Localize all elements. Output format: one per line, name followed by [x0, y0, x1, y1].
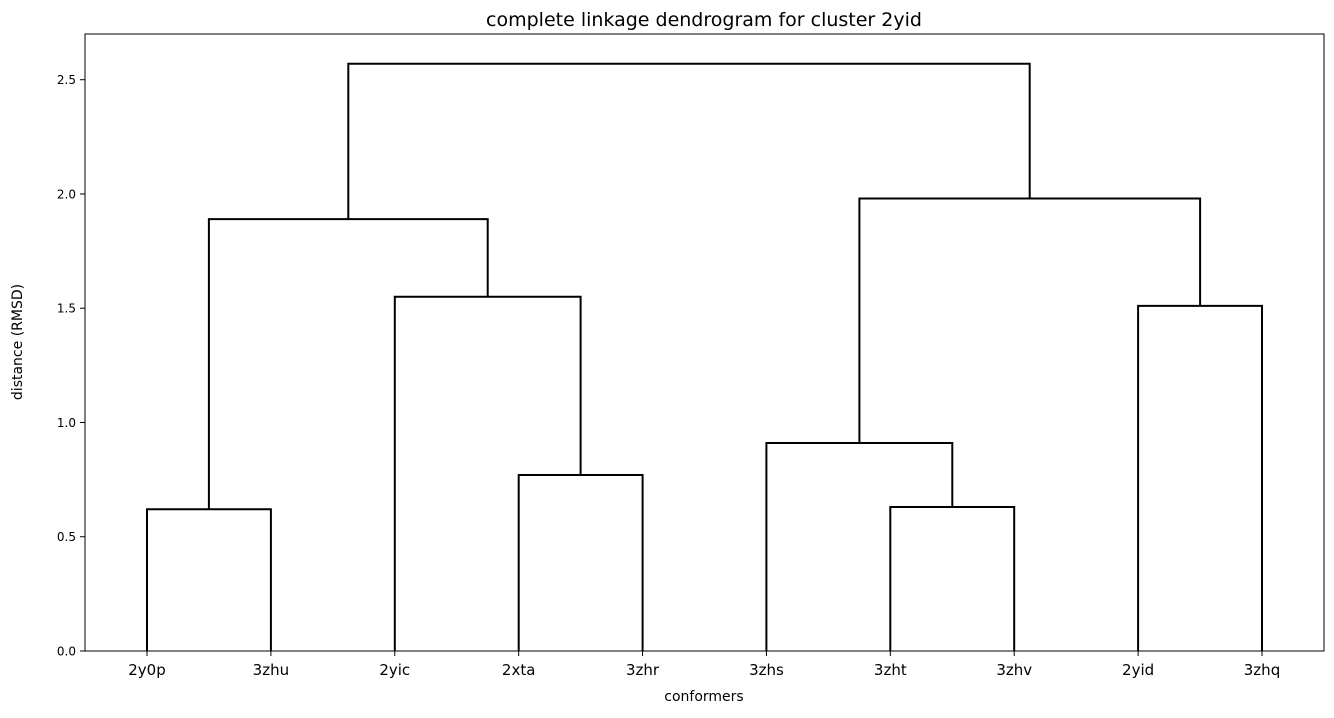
y-tick-label: 0.0 [57, 645, 76, 659]
y-tick-label: 1.0 [57, 416, 76, 430]
x-axis-ticks: 2y0p 3zhu 2yic 2xta 3zhr 3zhs 3zht 3zhv 2yid 3zhq [128, 651, 1280, 679]
leaf-label: 2yic [379, 661, 410, 679]
dendrogram-links [146, 62, 1263, 651]
dendrogram-link-4 [207, 218, 489, 510]
y-tick-label: 0.5 [57, 530, 76, 544]
leaf-label: 2xta [502, 661, 536, 679]
y-tick-label: 1.5 [57, 302, 76, 316]
plot-frame [84, 33, 1325, 652]
dendrogram-link-2 [517, 474, 644, 651]
leaf-label: 3zhu [253, 661, 289, 679]
dendrogram-link-7 [1137, 304, 1263, 651]
leaf-label: 3zhv [996, 661, 1032, 679]
leaf-label: 2y0p [128, 661, 166, 679]
dendrogram-link-5 [889, 506, 1016, 651]
x-axis-label: conformers [664, 689, 743, 705]
y-tick-label: 2.5 [57, 73, 76, 87]
leaf-label: 3zhr [626, 661, 660, 679]
dendrogram-link-9 [347, 62, 1031, 220]
leaf-label: 3zhs [749, 661, 784, 679]
dendrogram-link-1 [146, 508, 272, 651]
chart-title: complete linkage dendrogram for cluster … [486, 9, 922, 31]
dendrogram-link-8 [858, 197, 1202, 443]
y-axis-ticks: 0.0 0.5 1.0 1.5 2.0 2.5 [57, 73, 85, 659]
leaf-label: 3zht [874, 661, 907, 679]
y-tick-label: 2.0 [57, 187, 76, 201]
leaf-label: 2yid [1122, 661, 1154, 679]
dendrogram-link-6 [765, 442, 954, 651]
leaf-label: 3zhq [1244, 661, 1280, 679]
y-axis-label: distance (RMSD) [10, 284, 26, 400]
dendrogram-link-3 [393, 295, 582, 651]
